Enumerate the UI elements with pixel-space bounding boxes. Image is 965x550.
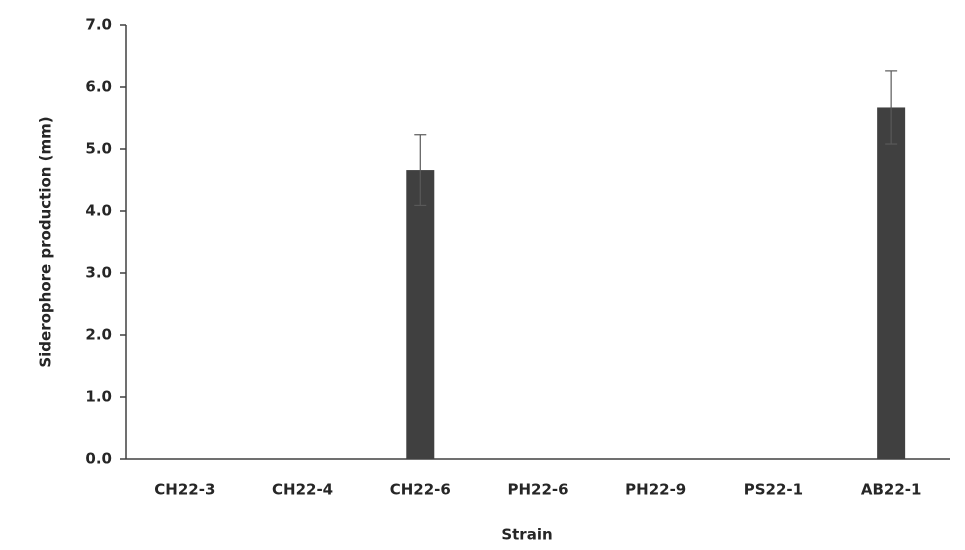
y-tick-label: 2.0 (85, 326, 112, 344)
bar (406, 170, 435, 459)
y-axis-label: Siderophore production (mm) (37, 116, 55, 367)
x-tick-label: PH22-6 (507, 481, 568, 499)
y-tick-label: 3.0 (85, 264, 112, 282)
x-tick-label: PS22-1 (744, 481, 803, 499)
x-tick-label: AB22-1 (861, 481, 922, 499)
x-axis-label: Strain (501, 526, 552, 544)
y-tick-label: 0.0 (85, 450, 112, 468)
y-tick-label: 6.0 (85, 78, 112, 96)
y-tick-label: 1.0 (85, 388, 112, 406)
x-tick-label: CH22-3 (154, 481, 215, 499)
x-tick-label: CH22-6 (390, 481, 451, 499)
y-tick-label: 5.0 (85, 140, 112, 158)
bar (877, 107, 906, 460)
y-tick-label: 7.0 (85, 16, 112, 34)
x-tick-label: PH22-9 (625, 481, 686, 499)
x-tick-label: CH22-4 (272, 481, 333, 499)
y-tick-label: 4.0 (85, 202, 112, 220)
